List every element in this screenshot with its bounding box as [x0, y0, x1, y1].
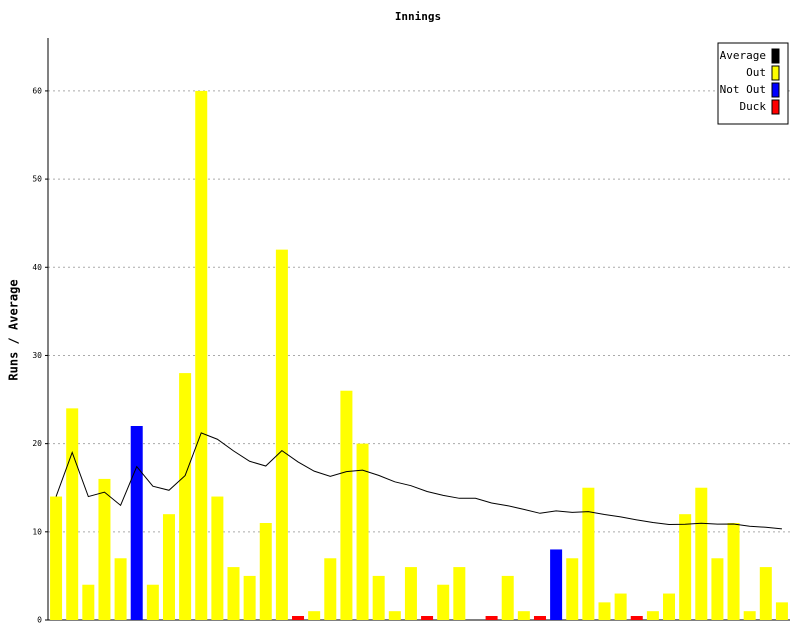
bar	[66, 408, 79, 620]
chart-title: Innings	[395, 10, 441, 23]
legend-swatch	[771, 48, 780, 64]
bar	[162, 514, 175, 620]
legend-swatch	[771, 82, 780, 98]
bar	[437, 584, 450, 620]
y-tick-label: 60	[32, 86, 42, 95]
bar	[211, 496, 224, 620]
bar	[775, 602, 788, 620]
bar	[421, 616, 434, 620]
bar	[663, 593, 676, 620]
bar	[356, 443, 369, 620]
bar	[727, 523, 740, 620]
bar	[340, 390, 353, 620]
bar	[711, 558, 724, 620]
bar	[195, 90, 208, 621]
bar	[453, 567, 466, 620]
bar	[114, 558, 127, 620]
y-tick-label: 30	[32, 351, 42, 360]
bar	[646, 611, 659, 620]
legend-label: Out	[746, 66, 766, 79]
bar	[598, 602, 611, 620]
bar	[324, 558, 337, 620]
bar	[533, 616, 546, 620]
bar	[82, 584, 95, 620]
bar	[259, 523, 272, 620]
bar	[50, 496, 63, 620]
y-tick-label: 50	[32, 175, 42, 184]
y-tick-label: 0	[37, 616, 42, 625]
bar	[582, 487, 595, 620]
bar	[485, 616, 498, 620]
bar	[695, 487, 708, 620]
bar	[517, 611, 530, 620]
bar	[275, 249, 288, 621]
bar	[566, 558, 579, 620]
legend-swatch	[771, 99, 780, 115]
bar	[759, 567, 772, 620]
bar	[630, 616, 643, 620]
legend-swatch	[771, 65, 780, 81]
bar	[614, 593, 627, 620]
legend-label: Average	[720, 49, 766, 62]
y-tick-label: 10	[32, 527, 42, 536]
bar	[550, 549, 563, 620]
bar	[743, 611, 756, 620]
bar	[146, 584, 159, 620]
bar	[292, 616, 305, 620]
bar	[98, 478, 111, 620]
legend-label: Not Out	[720, 83, 766, 96]
legend-label: Duck	[740, 100, 767, 113]
bar	[243, 575, 256, 620]
bar	[308, 611, 321, 620]
average-line	[55, 432, 782, 530]
bar	[388, 611, 401, 620]
y-axis-label: Runs / Average	[7, 279, 21, 380]
bar	[404, 567, 417, 620]
y-tick-label: 20	[32, 439, 42, 448]
bar	[501, 575, 514, 620]
bar	[679, 514, 692, 620]
y-tick-label: 40	[32, 263, 42, 272]
bar	[227, 567, 240, 620]
bar	[372, 575, 385, 620]
bar	[179, 373, 192, 620]
bar	[130, 426, 143, 620]
